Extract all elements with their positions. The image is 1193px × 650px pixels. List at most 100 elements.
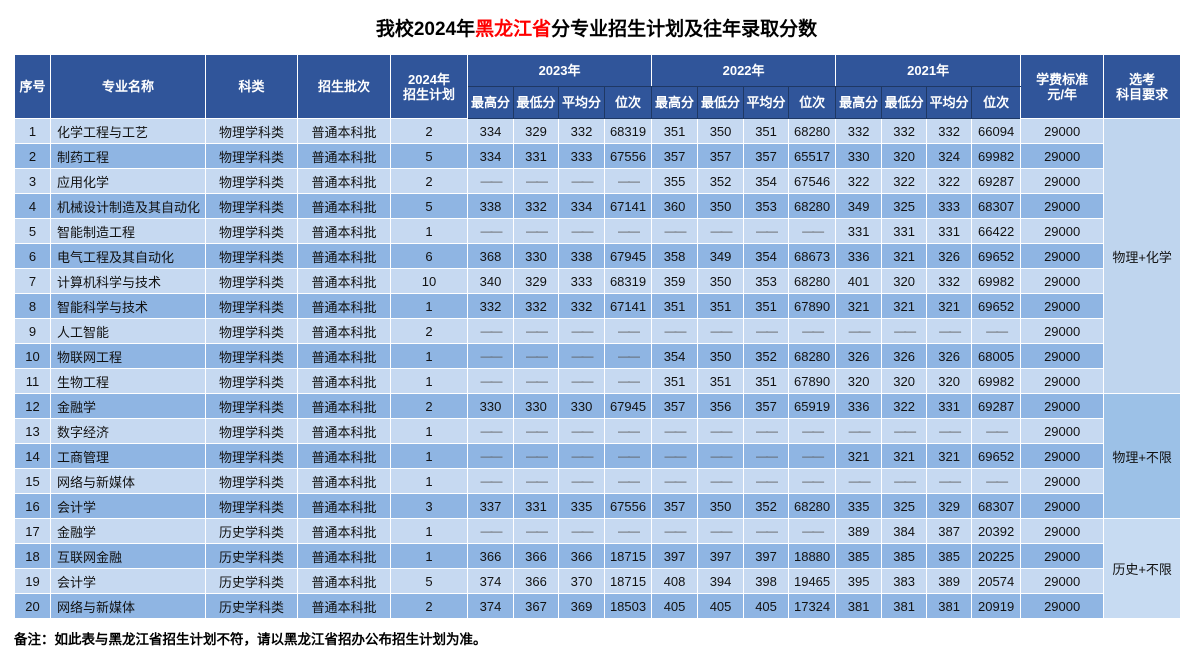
score-cell: ——: [513, 318, 559, 344]
batch-cell: 普通本科批: [297, 468, 391, 494]
score-cell: 366: [558, 543, 605, 569]
score-cell: ——: [513, 168, 559, 194]
category-cell: 物理学科类: [205, 318, 298, 344]
major-cell: 数字经济: [50, 418, 206, 444]
category-cell: 历史学科类: [205, 518, 298, 544]
score-cell: 68319: [603, 118, 653, 144]
score-cell: 325: [881, 193, 928, 219]
major-cell: 会计学: [50, 568, 206, 594]
major-cell: 人工智能: [50, 318, 206, 344]
plan-cell: 2: [390, 393, 468, 419]
table-row: 3 应用化学 物理学科类 普通本科批 2 —— —— —— —— 355 352 354 67546 32…: [14, 168, 1181, 194]
category-cell: 物理学科类: [205, 218, 298, 244]
batch-cell: 普通本科批: [297, 293, 391, 319]
header-year-2022: 2022年: [651, 54, 837, 87]
major-cell: 金融学: [50, 393, 206, 419]
score-cell: 333: [558, 143, 605, 169]
score-cell: 331: [835, 218, 883, 244]
score-cell: 334: [467, 143, 514, 169]
score-cell: 66422: [971, 218, 1022, 244]
score-cell: 333: [926, 193, 973, 219]
header-2023-min: 最低分: [513, 86, 559, 119]
score-cell: 381: [835, 593, 883, 619]
header-2022-avg: 平均分: [743, 86, 790, 119]
score-cell: 331: [926, 393, 973, 419]
table-row: 4 机械设计制造及其自动化 物理学科类 普通本科批 5 338 332 334 67141 360…: [14, 193, 1181, 219]
score-cell: 325: [881, 493, 928, 519]
score-cell: 320: [881, 143, 928, 169]
tuition-cell: 29000: [1020, 543, 1105, 569]
header-plan-line2: 招生计划: [402, 86, 455, 102]
tuition-cell: 29000: [1020, 318, 1105, 344]
tuition-cell: 29000: [1020, 393, 1105, 419]
score-cell: 352: [697, 168, 745, 194]
plan-cell: 10: [390, 268, 468, 294]
category-cell: 物理学科类: [205, 118, 298, 144]
major-cell: 智能制造工程: [50, 218, 206, 244]
batch-cell: 普通本科批: [297, 143, 391, 169]
table-row: 16 会计学 物理学科类 普通本科批 3 337 331 335 67556 357 350 352 6…: [14, 493, 1181, 519]
score-cell: 389: [926, 568, 973, 594]
score-cell: 18503: [603, 593, 653, 619]
table-row: 12 金融学 物理学科类 普通本科批 2 330 330 330 67945 357 356 357 6…: [14, 393, 1182, 519]
score-cell: 351: [651, 368, 699, 394]
score-cell: 322: [881, 393, 928, 419]
batch-cell: 普通本科批: [297, 568, 391, 594]
category-cell: 物理学科类: [205, 468, 298, 494]
major-cell: 应用化学: [50, 168, 206, 194]
score-cell: 330: [835, 143, 883, 169]
seq-cell: 1: [14, 118, 51, 144]
seq-cell: 13: [14, 418, 51, 444]
score-cell: 338: [558, 243, 605, 269]
category-cell: 历史学科类: [205, 568, 298, 594]
score-cell: 357: [697, 143, 745, 169]
seq-cell: 3: [14, 168, 51, 194]
score-cell: 353: [743, 193, 790, 219]
header-seq: 序号: [14, 54, 51, 119]
score-cell: ——: [603, 318, 653, 344]
major-cell: 生物工程: [50, 368, 206, 394]
score-cell: 405: [651, 593, 699, 619]
header-plan-2024: 2024年 招生计划: [390, 54, 468, 119]
score-cell: 405: [743, 593, 790, 619]
table-row: 6 电气工程及其自动化 物理学科类 普通本科批 6 368 330 338 67945 358 34…: [14, 243, 1181, 269]
plan-cell: 2: [390, 168, 468, 194]
score-cell: ——: [971, 418, 1022, 444]
category-cell: 物理学科类: [205, 368, 298, 394]
score-cell: 338: [467, 193, 514, 219]
footnote: 备注：如此表与黑龙江省招生计划不符，请以黑龙江省招办公布招生计划为准。: [14, 632, 487, 647]
table-row: 13 数字经济 物理学科类 普通本科批 1 —— —— —— —— —— —— —— —— —— —— —— —…: [14, 418, 1181, 444]
batch-cell: 普通本科批: [297, 243, 391, 269]
score-cell: 383: [881, 568, 928, 594]
score-cell: 350: [697, 118, 745, 144]
table-row: 18 互联网金融 历史学科类 普通本科批 1 366 366 366 18715 397 397 39…: [14, 543, 1181, 569]
tuition-cell: 29000: [1020, 218, 1105, 244]
tuition-cell: 29000: [1020, 293, 1105, 319]
subject-requirement-cell: 历史+不限: [1103, 518, 1182, 619]
score-cell: ——: [467, 468, 514, 494]
score-cell: 360: [651, 193, 699, 219]
score-cell: 332: [881, 118, 928, 144]
tuition-cell: 29000: [1020, 343, 1105, 369]
score-cell: 19465: [788, 568, 837, 594]
category-cell: 物理学科类: [205, 268, 298, 294]
score-cell: 69982: [971, 368, 1022, 394]
seq-cell: 19: [14, 568, 51, 594]
header-major: 专业名称: [50, 54, 206, 119]
score-cell: 337: [467, 493, 514, 519]
batch-cell: 普通本科批: [297, 118, 391, 144]
score-cell: 401: [835, 268, 883, 294]
header-2022-min: 最低分: [697, 86, 745, 119]
score-cell: ——: [788, 318, 837, 344]
score-cell: 385: [881, 543, 928, 569]
category-cell: 历史学科类: [205, 593, 298, 619]
score-cell: ——: [835, 318, 883, 344]
score-cell: 18715: [603, 568, 653, 594]
score-cell: 20919: [971, 593, 1022, 619]
score-cell: 336: [835, 243, 883, 269]
score-cell: 389: [835, 518, 883, 544]
tuition-cell: 29000: [1020, 193, 1105, 219]
major-cell: 会计学: [50, 493, 206, 519]
score-cell: 335: [558, 493, 605, 519]
score-cell: 324: [926, 143, 973, 169]
